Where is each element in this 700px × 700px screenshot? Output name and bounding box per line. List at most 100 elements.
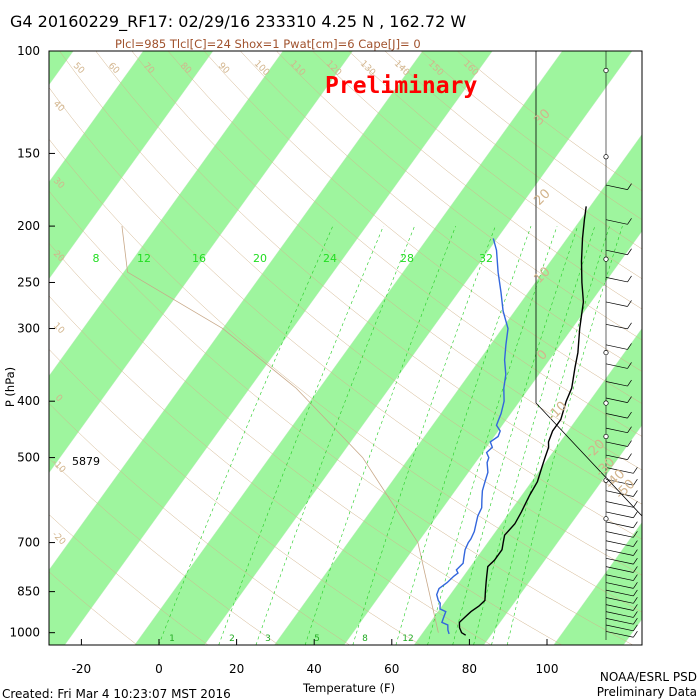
- y-tick-label: 700: [17, 536, 40, 550]
- wind-barb-flag: [627, 379, 632, 387]
- wind-barb: [605, 582, 634, 589]
- wind-barb: [605, 631, 634, 638]
- sounding-profiles: [435, 206, 587, 636]
- organization-label: NOAA/ESRL PSD: [600, 670, 697, 684]
- isotherm-lines: [49, 51, 642, 645]
- dry-adiabat: [59, 51, 642, 540]
- isotherm-line: [483, 424, 642, 645]
- wind-barb: [605, 479, 634, 486]
- wind-barb: [605, 323, 628, 330]
- wind-barb: [605, 301, 628, 307]
- y-axis-label: P (hPa): [3, 367, 17, 407]
- wind-barb-flag: [633, 521, 638, 528]
- isotherm-line: [273, 133, 642, 645]
- calm-wind-circle: [603, 400, 609, 406]
- wind-barb: [605, 344, 628, 350]
- x-tick-label: 60: [384, 662, 399, 676]
- mixing-ratio-line: [473, 226, 596, 645]
- mixing-ratio-lower-label: 12: [402, 634, 413, 644]
- dry-adiabat: [49, 138, 642, 613]
- wind-barb-flag: [633, 582, 638, 589]
- wind-barb: [605, 501, 634, 508]
- mixing-ratio-lower-label: 1: [169, 634, 175, 644]
- wind-barb-flag: [633, 589, 638, 597]
- wind-barb-flag: [633, 597, 638, 604]
- wind-barb-flag: [633, 478, 638, 486]
- y-axis-ticks: 100 150 200 250 300 400 500 700 850 1000: [9, 44, 55, 640]
- x-tick-label: -20: [72, 662, 92, 676]
- mixing-ratio-line: [395, 225, 532, 645]
- mixing-ratio-label: 20: [253, 252, 267, 265]
- mixing-ratio-line: [255, 225, 415, 645]
- chart-subtitle: Plcl=985 Tlcl[C]=24 Shox=1 Pwat[cm]=6 Ca…: [115, 37, 421, 51]
- wind-barb-flag: [627, 396, 632, 403]
- dry-adiabat: [49, 87, 642, 576]
- mixing-ratio-line: [218, 225, 384, 645]
- wind-barb: [605, 363, 628, 369]
- y-tick-label: 250: [17, 275, 40, 289]
- mixing-ratio-lower-label: 5: [314, 634, 320, 644]
- calm-wind-circle: [603, 433, 609, 440]
- wind-barb-flag: [633, 501, 638, 508]
- wind-barb-flag: [633, 490, 638, 497]
- height-label: 5879: [72, 455, 100, 468]
- mixing-ratio-label: 16: [192, 252, 206, 265]
- dry-adiabat: [49, 571, 138, 645]
- y-tick-label: 300: [17, 322, 40, 336]
- mixing-ratio-line: [452, 226, 578, 645]
- wind-barb: [605, 549, 634, 556]
- wind-barb: [605, 611, 634, 618]
- mixing-ratio-lower-label: 3: [265, 634, 271, 644]
- wind-barb: [605, 219, 628, 225]
- dry-adiabat: [348, 51, 642, 280]
- wind-barb: [605, 521, 634, 529]
- wind-barb-flag: [627, 300, 632, 307]
- dry-adiabat: [312, 51, 642, 310]
- mixing-ratio-label: 8: [93, 252, 100, 265]
- dry-adiabat: [49, 348, 421, 645]
- dry-adiabat: [49, 458, 280, 645]
- wind-barb: [605, 381, 628, 387]
- wind-barb: [605, 441, 628, 447]
- dry-adiabat: [49, 242, 563, 645]
- y-tick-label: 850: [17, 585, 40, 599]
- calm-wind-circle: [603, 67, 609, 73]
- wind-barb-flag: [633, 611, 638, 618]
- isotherm-line: [134, 51, 563, 645]
- wind-barb-flag: [633, 531, 638, 538]
- wind-barb-flag: [633, 631, 638, 638]
- y-tick-label: 500: [17, 451, 40, 465]
- dry-adiabat: [49, 403, 351, 645]
- dry-adiabat: [131, 51, 642, 471]
- dry-adiabat: [276, 51, 642, 341]
- wind-barb: [605, 618, 634, 625]
- wind-barb-flag: [633, 540, 638, 547]
- preliminary-watermark: Preliminary: [325, 73, 477, 99]
- calm-wind-circle: [603, 477, 609, 483]
- humidity-band: [49, 51, 493, 645]
- mixing-ratio-lower-label: 8: [362, 634, 368, 644]
- calm-wind-circle: [603, 256, 609, 262]
- isotherm-line: [49, 51, 354, 474]
- wind-barb-flag: [633, 624, 638, 631]
- wind-barb-flag: [633, 618, 638, 625]
- wind-barb: [605, 589, 634, 597]
- wind-barb: [605, 511, 634, 519]
- wind-barb: [605, 397, 628, 403]
- wind-barb-flag: [627, 453, 632, 460]
- wind-barb-flag: [627, 275, 632, 283]
- dewpoint-profile: [435, 238, 509, 635]
- mixing-ratio-line: [427, 226, 558, 645]
- wind-barb: [605, 540, 634, 547]
- mixing-ratio-lower-label: 2: [229, 634, 235, 644]
- x-tick-label: 80: [462, 662, 477, 676]
- y-tick-label: 200: [17, 219, 40, 233]
- x-tick-label: 40: [307, 662, 322, 676]
- wind-barb: [605, 531, 634, 538]
- wind-barb: [605, 566, 634, 573]
- temperature-profile: [458, 206, 587, 636]
- calm-wind-circle: [603, 350, 609, 356]
- wind-barb: [605, 624, 634, 632]
- dry-adiabat-side-label: 0: [53, 393, 64, 404]
